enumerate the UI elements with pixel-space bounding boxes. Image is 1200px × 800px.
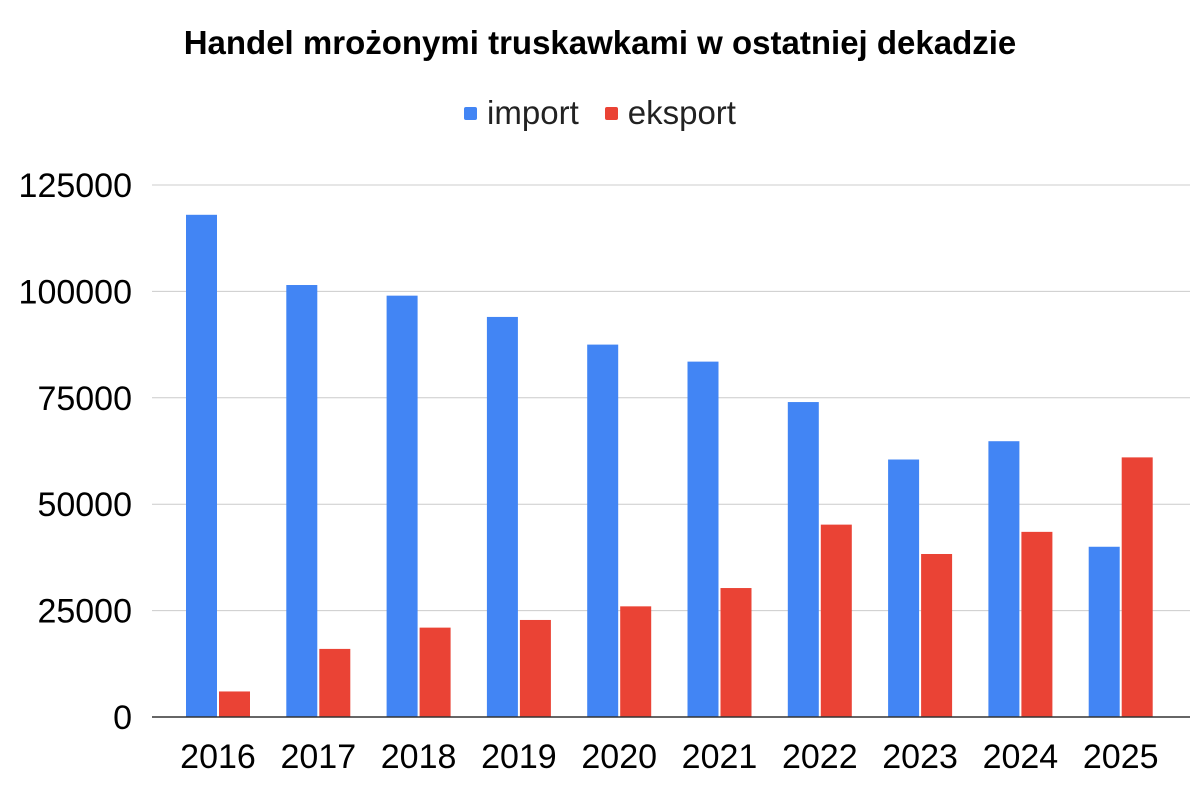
chart-title: Handel mrożonymi truskawkami w ostatniej… [183, 24, 1017, 61]
legend-item-import: import [464, 94, 579, 132]
x-tick-label: 2016 [180, 738, 256, 776]
x-tick-label: 2022 [782, 738, 858, 776]
y-tick-label: 0 [113, 699, 132, 737]
x-tick-label: 2021 [682, 738, 758, 776]
x-tick-label: 2018 [381, 738, 457, 776]
bar-eksport-2019 [519, 619, 551, 717]
bar-import-2019 [486, 316, 518, 717]
x-tick-label: 2017 [280, 738, 356, 776]
x-tick-label: 2020 [581, 738, 657, 776]
legend-label-eksport: eksport [627, 94, 736, 131]
legend-label-import: import [487, 94, 579, 131]
bar-import-2016 [186, 214, 217, 718]
bar-eksport-2022 [820, 524, 852, 717]
x-tick-label: 2025 [1083, 738, 1159, 776]
bar-import-2021 [687, 361, 719, 717]
bar-eksport-2023 [921, 553, 953, 717]
bar-eksport-2024 [1021, 531, 1053, 717]
x-tick-label: 2019 [481, 738, 557, 776]
bar-import-2022 [787, 402, 819, 717]
x-tick-label: 2023 [882, 738, 958, 776]
bar-import-2025 [1088, 546, 1120, 717]
y-tick-label: 25000 [37, 593, 132, 631]
y-tick-label: 100000 [19, 273, 132, 311]
y-tick-label: 50000 [37, 486, 132, 524]
legend-item-eksport: eksport [604, 94, 736, 132]
bar-eksport-2021 [720, 588, 752, 717]
bar-eksport-2016 [219, 691, 250, 717]
y-tick-label: 125000 [19, 167, 132, 205]
bar-eksport-2025 [1121, 457, 1153, 717]
bar-import-2018 [386, 295, 418, 717]
bar-import-2024 [988, 441, 1020, 717]
bar-eksport-2017 [319, 648, 351, 717]
bar-import-2023 [888, 459, 920, 717]
bar-eksport-2018 [419, 627, 451, 717]
chart-legend: import eksport [0, 94, 1200, 132]
bar-eksport-2020 [620, 606, 652, 717]
x-tick-label: 2024 [983, 738, 1059, 776]
legend-swatch-eksport [604, 106, 618, 120]
bars [186, 214, 1153, 718]
bar-import-2020 [587, 344, 619, 717]
tick-labels: 0 25000 50000 75000 100000 125000 2016 2017 2018… [19, 167, 1159, 776]
bar-import-2017 [286, 285, 318, 717]
y-tick-label: 75000 [37, 380, 132, 418]
legend-swatch-import [464, 106, 478, 120]
